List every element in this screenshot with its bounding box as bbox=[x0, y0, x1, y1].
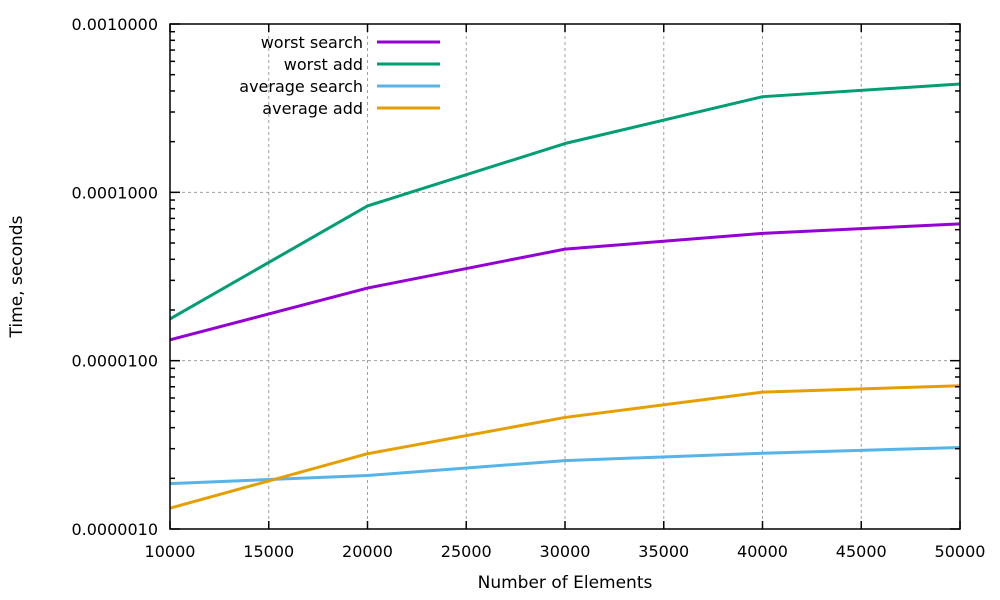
legend-label-worst-add: worst add bbox=[284, 55, 363, 74]
x-axis-title: Number of Elements bbox=[478, 573, 653, 593]
grid bbox=[170, 24, 960, 529]
y-tick-label: 0.0000010 bbox=[71, 520, 158, 539]
y-axis-title: Time, seconds bbox=[7, 215, 27, 338]
series-lines bbox=[169, 82, 961, 510]
legend-label-average-add: average add bbox=[262, 99, 363, 118]
series-line-average-search bbox=[169, 445, 961, 486]
y-tick-label: 0.0010000 bbox=[71, 15, 158, 34]
series-line-worst-search bbox=[169, 222, 961, 342]
axis-ticks: 10000 15000 20000 25000 30000 35000 40000 45000… bbox=[71, 15, 985, 561]
legend-label-average-search: average search bbox=[239, 77, 363, 96]
x-tick-label: 15000 bbox=[243, 542, 294, 561]
series-line-average-add bbox=[169, 384, 961, 510]
x-tick-label: 20000 bbox=[342, 542, 393, 561]
series-line-worst-add bbox=[169, 82, 961, 321]
legend: worst search worst add average search avera… bbox=[239, 33, 440, 118]
x-tick-label: 45000 bbox=[836, 542, 887, 561]
x-tick-label: 40000 bbox=[737, 542, 788, 561]
legend-label-worst-search: worst search bbox=[261, 33, 363, 52]
x-tick-label: 35000 bbox=[638, 542, 689, 561]
x-tick-label: 25000 bbox=[441, 542, 492, 561]
x-tick-label: 50000 bbox=[935, 542, 986, 561]
y-tick-label: 0.0001000 bbox=[71, 183, 158, 202]
x-tick-label: 10000 bbox=[145, 542, 196, 561]
x-tick-label: 30000 bbox=[540, 542, 591, 561]
y-tick-label: 0.0000100 bbox=[71, 352, 158, 371]
